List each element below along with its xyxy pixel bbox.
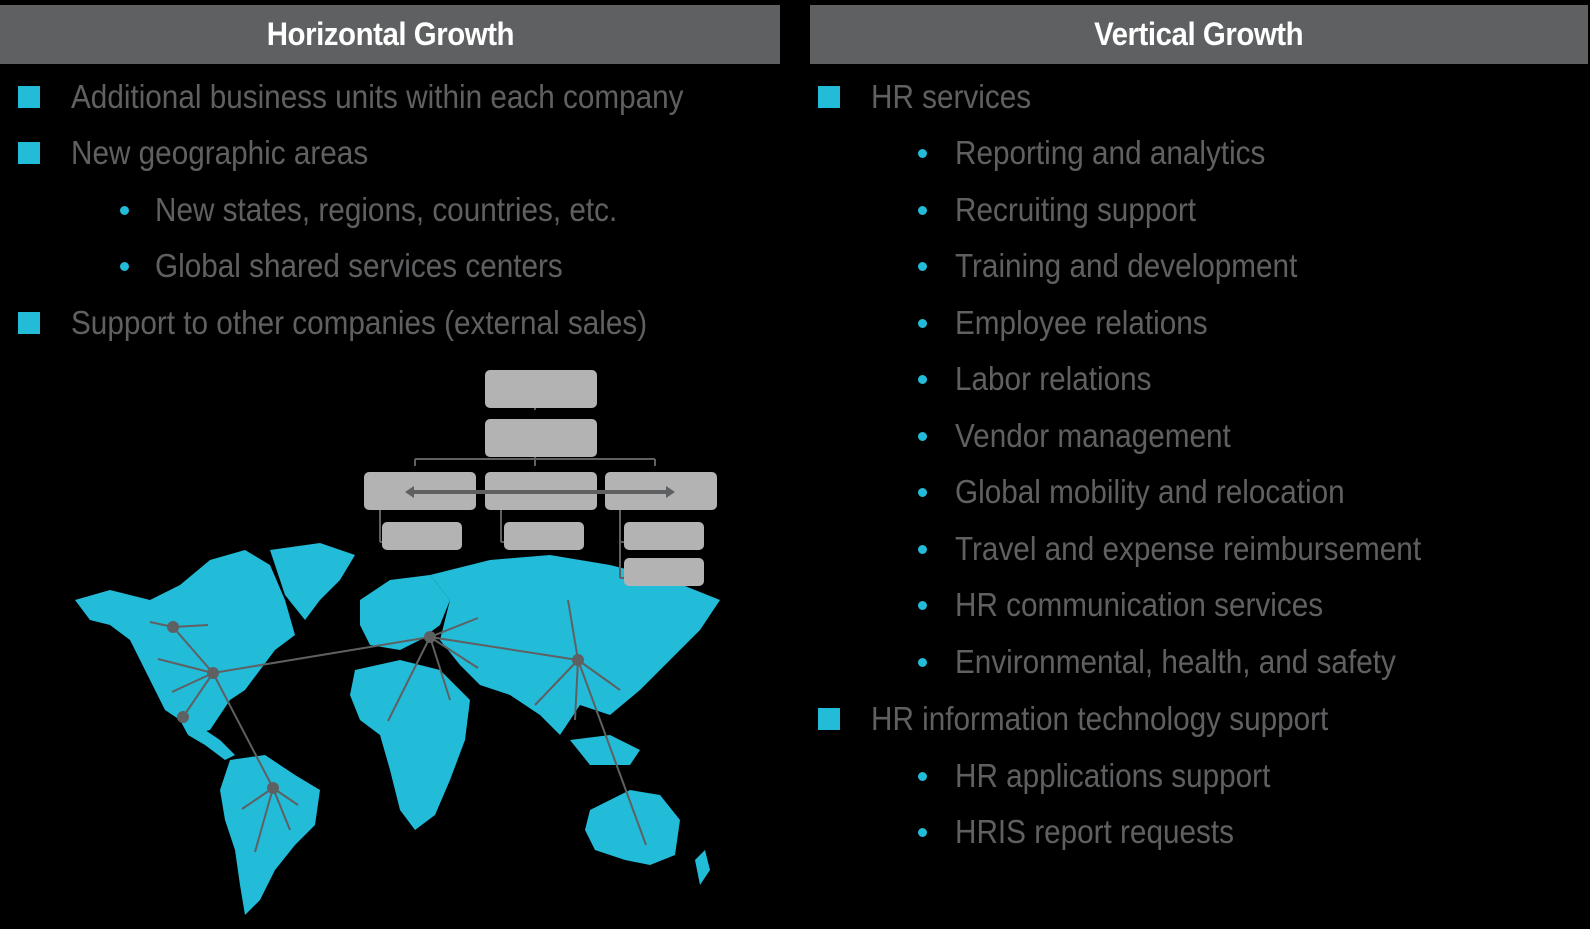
list-item: Training and development xyxy=(918,246,1335,286)
double-arrow-icon xyxy=(405,486,675,498)
square-bullet-icon xyxy=(18,86,40,108)
list-item: Environmental, health, and safety xyxy=(918,642,1445,682)
list-item: HR services xyxy=(818,77,1049,117)
horizontal-growth-header: Horizontal Growth xyxy=(0,5,780,64)
dot-bullet-icon xyxy=(918,545,927,554)
list-item: HR applications support xyxy=(918,756,1305,796)
list-item: HR communication services xyxy=(918,585,1364,625)
list-item: Labor relations xyxy=(918,359,1173,399)
square-bullet-icon xyxy=(818,708,840,730)
list-item: Global shared services centers xyxy=(120,246,608,286)
org-box xyxy=(504,522,584,550)
org-box xyxy=(624,558,704,586)
horizontal-growth-title: Horizontal Growth xyxy=(266,16,514,52)
dot-bullet-icon xyxy=(918,206,927,215)
square-bullet-icon xyxy=(18,142,40,164)
dot-bullet-icon xyxy=(918,375,927,384)
list-item: New geographic areas xyxy=(18,133,401,173)
vertical-growth-title: Vertical Growth xyxy=(1094,16,1304,52)
dot-bullet-icon xyxy=(120,262,129,271)
org-box xyxy=(624,522,704,550)
dot-bullet-icon xyxy=(918,149,927,158)
org-box xyxy=(485,370,597,408)
list-item: HR information technology support xyxy=(818,699,1379,739)
list-item: Employee relations xyxy=(918,303,1236,343)
dot-bullet-icon xyxy=(120,206,129,215)
list-item: Reporting and analytics xyxy=(918,133,1300,173)
list-item: Travel and expense reimbursement xyxy=(918,529,1473,569)
list-item: New states, regions, countries, etc. xyxy=(120,190,669,230)
vertical-growth-header: Vertical Growth xyxy=(810,5,1588,64)
dot-bullet-icon xyxy=(918,488,927,497)
dot-bullet-icon xyxy=(918,319,927,328)
list-item: HRIS report requests xyxy=(918,812,1265,852)
dot-bullet-icon xyxy=(918,601,927,610)
dot-bullet-icon xyxy=(918,432,927,441)
list-item: Recruiting support xyxy=(918,190,1223,230)
dot-bullet-icon xyxy=(918,828,927,837)
org-box xyxy=(382,522,462,550)
org-box xyxy=(485,419,597,457)
dot-bullet-icon xyxy=(918,658,927,667)
list-item: Global mobility and relocation xyxy=(918,472,1388,512)
square-bullet-icon xyxy=(818,86,840,108)
list-item: Additional business units within each co… xyxy=(18,77,752,117)
list-item: Vendor management xyxy=(918,416,1261,456)
world-map-network-icon xyxy=(75,543,720,915)
square-bullet-icon xyxy=(18,312,40,334)
dot-bullet-icon xyxy=(918,772,927,781)
dot-bullet-icon xyxy=(918,262,927,271)
list-item: Support to other companies (external sal… xyxy=(18,303,711,343)
